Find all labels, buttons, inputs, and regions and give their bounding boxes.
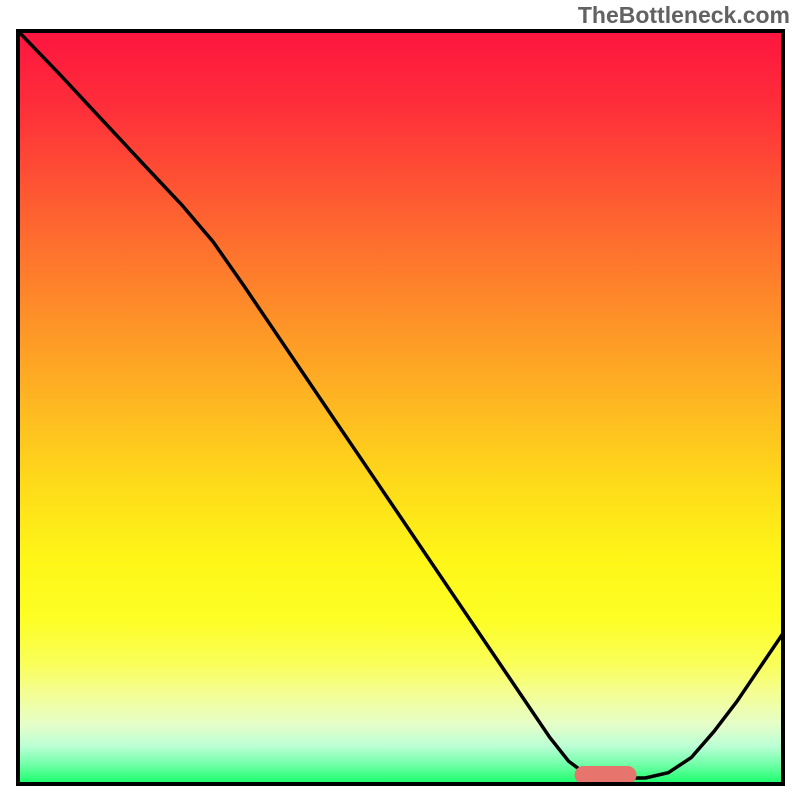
chart-container: TheBottleneck.com (0, 0, 800, 800)
watermark-text: TheBottleneck.com (578, 2, 790, 29)
chart-background (18, 31, 783, 784)
bottleneck-chart (0, 0, 800, 800)
optimal-range-marker (575, 766, 637, 784)
